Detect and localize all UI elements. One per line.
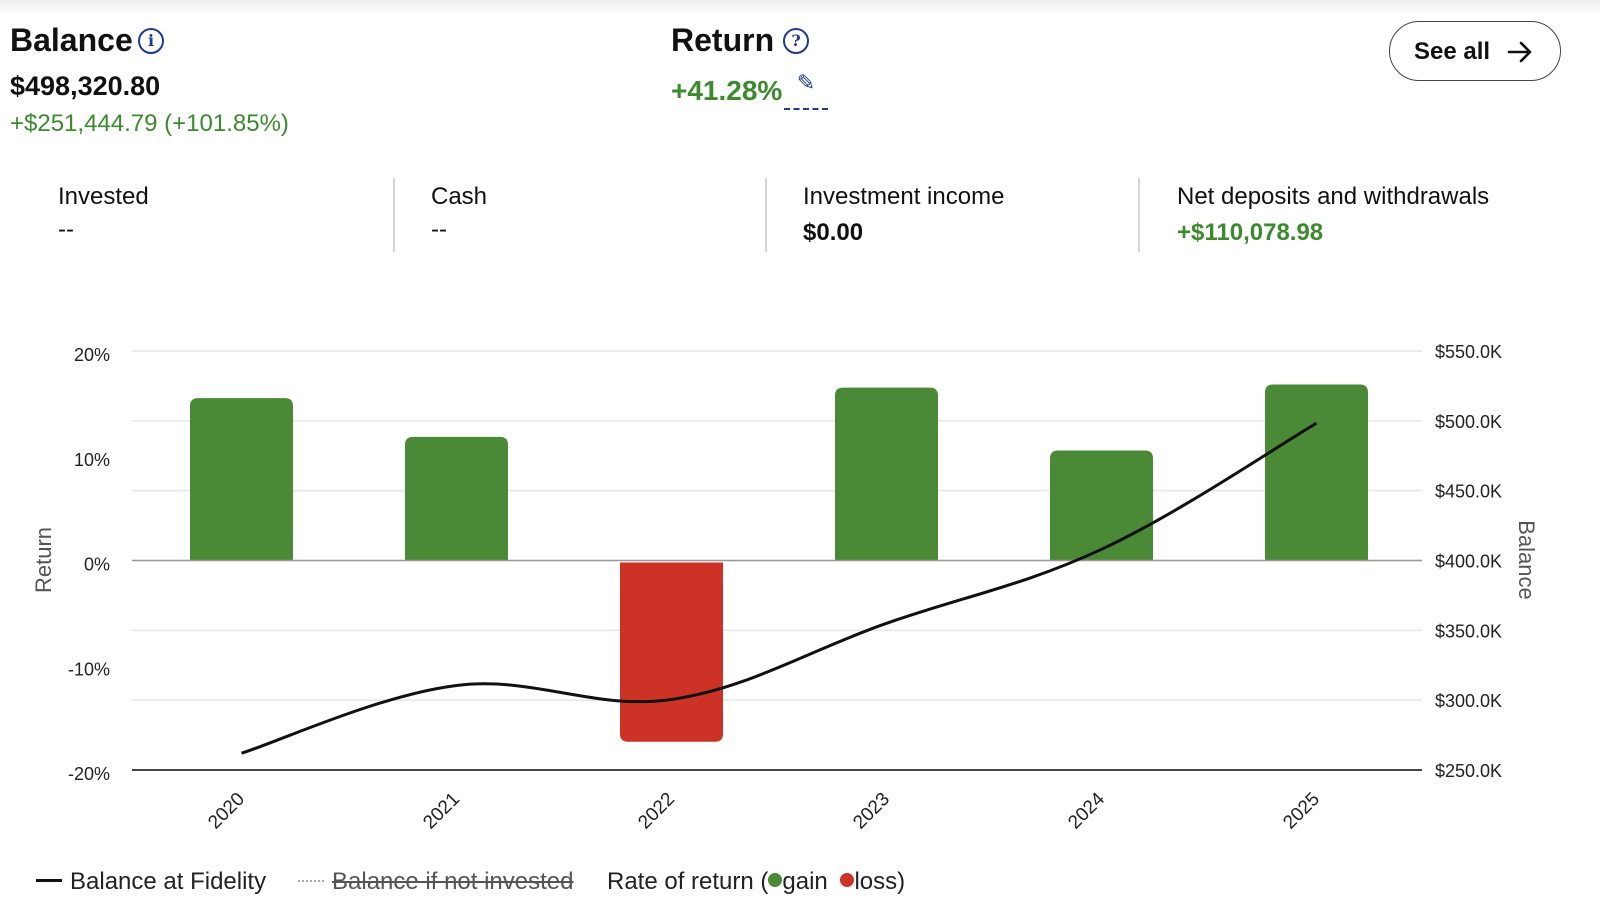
legend-rate-label: Rate of return ( (607, 868, 769, 895)
metric-income-value: $0.00 (803, 219, 864, 246)
divider (393, 178, 395, 252)
x-axis-label-2022: 2022 (634, 789, 679, 834)
loss-dot-icon (840, 873, 855, 887)
balance-line (241, 421, 1318, 755)
legend-gain-label: gain (782, 868, 828, 895)
right-axis-tick-label: $400.0K (1435, 552, 1502, 572)
right-axis-tick-label: $550.0K (1435, 342, 1502, 362)
x-axis-label-2024: 2024 (1064, 788, 1109, 833)
x-axis-label-2020: 2020 (204, 789, 249, 834)
legend-line-swatch (36, 879, 62, 882)
metric-deposits-label: Net deposits and withdrawals (1177, 183, 1490, 210)
x-axis-label-2025: 2025 (1279, 789, 1324, 834)
return-value: +41.28% (671, 75, 783, 106)
right-axis-tick-label: $350.0K (1435, 621, 1502, 641)
gain-dot-icon (768, 873, 783, 887)
metric-deposits-value: +$110,078.98 (1177, 219, 1324, 246)
left-axis-tick-label: -10% (68, 659, 110, 679)
bar-2025 (1265, 384, 1368, 561)
legend: Balance at Fidelity (36, 868, 266, 896)
legend-loss-label: loss) (854, 868, 906, 895)
legend-rate: Rate of return ( gain loss) (607, 868, 905, 896)
return-balance-chart: $550.0K $500.0K $450.0K $400.0K $350.0K $300.… (31, 342, 1539, 834)
bar-2020 (190, 398, 293, 561)
info-icon[interactable]: i (138, 28, 164, 54)
divider (1138, 178, 1140, 252)
left-axis-tick-label: 10% (74, 450, 110, 470)
metric-cash-value: -- (431, 216, 447, 243)
x-axis-label-2023: 2023 (849, 789, 894, 834)
right-axis-tick-label: $250.0K (1435, 761, 1502, 781)
metric-income-label: Investment income (803, 183, 1005, 210)
arrow-right-icon (1507, 41, 1532, 63)
bar-2023 (835, 387, 938, 561)
left-axis-title: Return (31, 527, 56, 593)
legend-dotted-swatch (298, 880, 324, 882)
return-title: Return (671, 22, 775, 58)
right-axis-title: Balance (1514, 520, 1539, 600)
metric-cash-label: Cash (431, 183, 488, 210)
help-icon[interactable]: ? (783, 28, 809, 54)
bar-2024 (1050, 450, 1153, 561)
bar-2021 (405, 436, 508, 561)
left-axis-tick-label: 20% (74, 345, 110, 365)
see-all-label: See all (1414, 38, 1491, 65)
balance-title: Balance (10, 22, 133, 58)
left-axis-tick-label: -20% (68, 764, 110, 784)
right-axis-tick-label: $500.0K (1435, 412, 1502, 432)
legend-not-invested-label: Balance if not invested (332, 868, 574, 895)
balance-change: +$251,444.79 (+101.85%) (10, 110, 289, 137)
metric-invested-label: Invested (58, 183, 149, 210)
balance-value: $498,320.80 (10, 71, 161, 101)
right-axis-tick-label: $450.0K (1435, 482, 1502, 502)
x-axis-label-2021: 2021 (419, 789, 464, 834)
legend-balance-label: Balance at Fidelity (70, 868, 267, 895)
see-all-button[interactable]: See all (1389, 21, 1561, 81)
bar-2022 (620, 562, 723, 742)
edit-pencil-icon[interactable]: ✎ (784, 70, 828, 110)
legend-not-invested-toggle[interactable]: Balance if not invested (298, 868, 574, 896)
right-axis-tick-label: $300.0K (1435, 691, 1502, 711)
left-axis-tick-label: 0% (84, 555, 110, 575)
metric-invested-value: -- (58, 216, 74, 243)
divider (765, 178, 767, 252)
